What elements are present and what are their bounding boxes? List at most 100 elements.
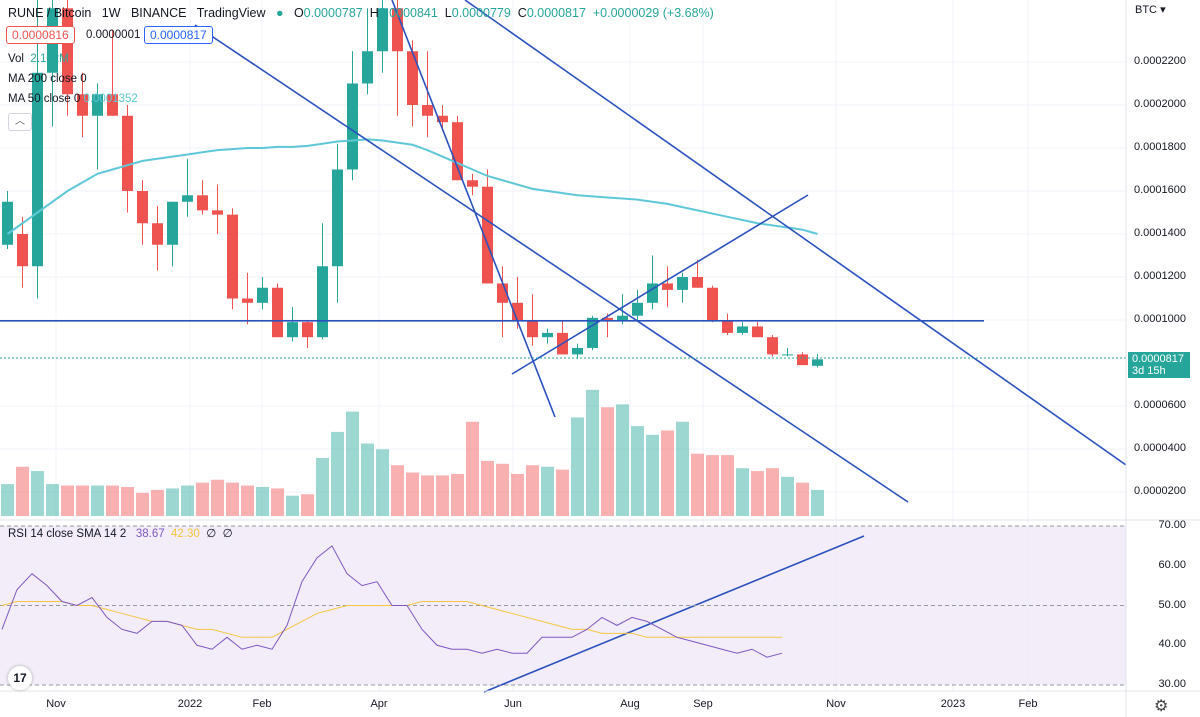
buy-button[interactable]: 0.0000817: [144, 26, 213, 44]
volume-bar: [46, 484, 59, 516]
candle-body: [782, 354, 793, 356]
countdown-value: 3d 15h: [1132, 365, 1166, 377]
chevron-up-icon[interactable]: ︿: [8, 113, 32, 131]
candle-body: [407, 51, 418, 105]
volume-bar: [691, 453, 704, 516]
rsi-value: 38.67: [135, 528, 165, 540]
volume-bar: [451, 473, 464, 516]
volume-legend[interactable]: Vol 2.102M: [8, 53, 69, 65]
volume-bar: [91, 485, 104, 516]
time-tick-label: 2023: [940, 698, 966, 710]
candle-body: [317, 266, 328, 338]
candle-body: [197, 195, 208, 211]
volume-bar: [811, 489, 824, 516]
volume-bar: [31, 471, 44, 516]
candle-body: [812, 359, 823, 366]
volume-bar: [136, 492, 149, 516]
volume-bar: [361, 443, 374, 516]
high-label: H: [369, 6, 379, 20]
price-tick-label: 0.0001800: [1134, 141, 1186, 153]
rsi-na-2: ∅: [222, 528, 233, 540]
close-value: 0.0000817: [526, 6, 586, 20]
candle-body: [287, 322, 298, 338]
interval-label[interactable]: 1W: [101, 6, 121, 20]
open-value: 0.0000787: [303, 6, 363, 20]
volume-bar: [241, 485, 254, 516]
volume-bar: [646, 434, 659, 516]
trendline-5: [511, 194, 809, 375]
candle-body: [17, 234, 28, 267]
price-tick-label: 0.0000400: [1134, 442, 1186, 454]
market-status-icon: ●: [275, 6, 284, 20]
currency-selector[interactable]: BTC ▾: [1135, 3, 1166, 16]
candle-body: [587, 317, 598, 348]
rsi-tick-label: 30.00: [1158, 678, 1186, 690]
volume-bar: [286, 495, 299, 516]
rsi-tick-label: 40.00: [1158, 638, 1186, 651]
ma50-legend[interactable]: MA 50 close 0 0.0001352: [8, 93, 138, 105]
candle-body: [737, 326, 748, 333]
rsi-legend[interactable]: RSI 14 close SMA 14 2 38.67 42.30 ∅ ∅: [8, 526, 233, 540]
candle-body: [392, 8, 403, 52]
volume-bar: [181, 485, 194, 516]
volume-bar: [496, 463, 509, 516]
volume-bar: [781, 476, 794, 516]
candle-body: [137, 191, 148, 224]
chart-header: RUNE / Bitcoin 1W BINANCE TradingView ● …: [8, 6, 714, 20]
high-value: 0.0000841: [378, 6, 438, 20]
volume-bar: [1, 484, 14, 516]
candle-body: [662, 283, 673, 290]
volume-bar: [751, 471, 764, 516]
candle-body: [617, 315, 628, 320]
candle-body: [62, 8, 73, 95]
ma200-legend[interactable]: MA 200 close 0: [8, 73, 87, 85]
trendline-4: [391, 0, 556, 418]
candle-body: [242, 298, 253, 303]
tradingview-logo-icon[interactable]: 17: [8, 666, 32, 690]
candle-body: [437, 115, 448, 123]
rsi-tick-label: 50.00: [1158, 598, 1186, 611]
chevron-down-icon: ▾: [1160, 4, 1166, 16]
candle-body: [572, 347, 583, 355]
candle-body: [122, 115, 133, 191]
sell-button[interactable]: 0.0000816: [6, 26, 75, 44]
volume-bar: [166, 488, 179, 516]
time-tick-label: Apr: [370, 698, 388, 710]
volume-bar: [121, 487, 134, 516]
price-tick-label: 0.0001600: [1134, 184, 1186, 196]
volume-bar: [766, 468, 779, 516]
volume-bar: [571, 417, 584, 516]
volume-bar: [16, 466, 29, 516]
candle-body: [797, 354, 808, 366]
candle-body: [302, 322, 313, 338]
candle-body: [647, 283, 658, 303]
candle-body: [377, 8, 388, 52]
volume-bar: [271, 488, 284, 516]
price-tick-label: 0.0002000: [1134, 98, 1186, 110]
open-label: O: [293, 6, 304, 20]
currency-label: BTC: [1135, 4, 1157, 16]
rsi-line: [1, 545, 783, 658]
price-tick-label: 0.0000200: [1134, 485, 1186, 497]
time-tick-label: Nov: [46, 698, 66, 710]
candle-body: [362, 51, 373, 84]
rsi-label: RSI 14 close SMA 14 2: [8, 528, 127, 540]
volume-bar: [106, 485, 119, 516]
volume-bar: [511, 473, 524, 516]
trendline-3: [464, 0, 1127, 466]
volume-bar: [616, 404, 629, 516]
symbol-title[interactable]: RUNE / Bitcoin: [8, 6, 92, 20]
volume-bar: [601, 407, 614, 516]
current-price-tag: 0.0000817 3d 15h: [1128, 352, 1190, 378]
low-label: L: [444, 6, 452, 20]
close-label: C: [517, 6, 527, 20]
volume-bar: [541, 466, 554, 516]
time-tick-label: Feb: [1018, 698, 1038, 710]
candle-body: [512, 302, 523, 320]
candle-body: [632, 302, 643, 316]
candle-body: [527, 320, 538, 338]
gear-icon[interactable]: ⚙: [1154, 698, 1169, 715]
volume-bar: [151, 489, 164, 516]
volume-bar: [586, 389, 599, 516]
